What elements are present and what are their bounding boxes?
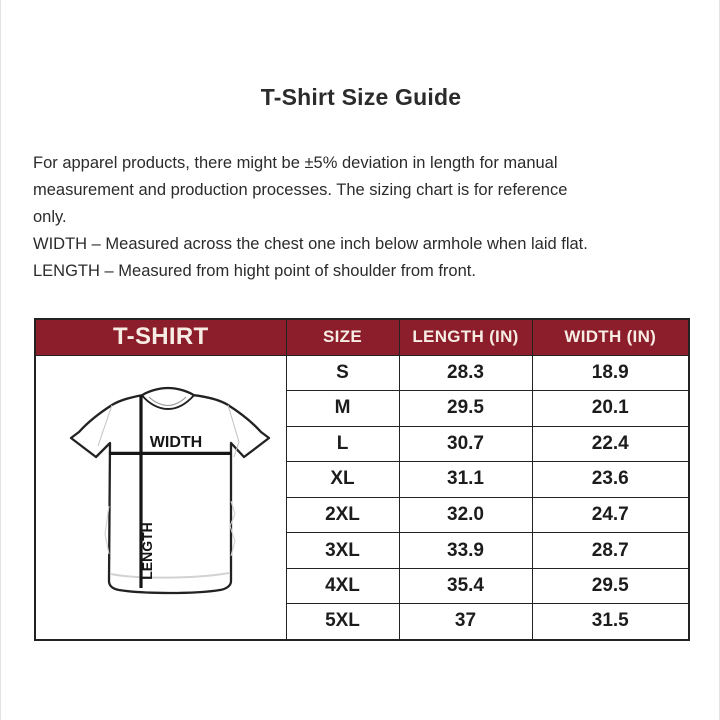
svg-text:WIDTH: WIDTH [150,434,202,451]
svg-text:LENGTH: LENGTH [139,522,155,580]
